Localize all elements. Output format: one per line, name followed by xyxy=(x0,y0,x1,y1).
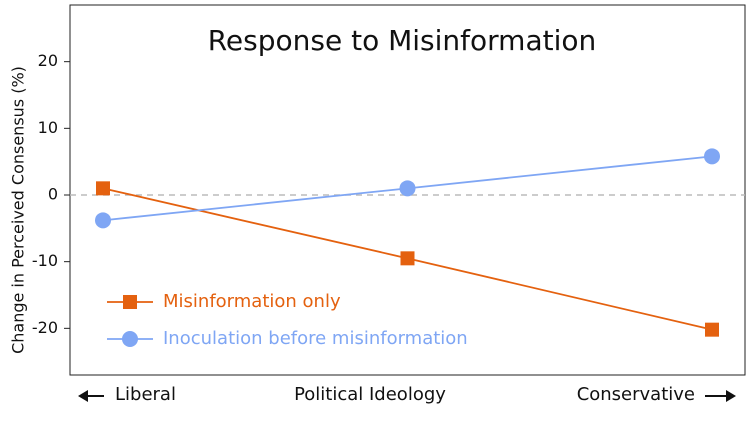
chart-title: Response to Misinformation xyxy=(208,24,597,57)
marker xyxy=(96,181,110,196)
x-axis-label: Political Ideology xyxy=(294,384,446,405)
y-tick-label: 10 xyxy=(38,118,58,137)
legend-marker xyxy=(122,331,138,347)
marker xyxy=(399,180,416,197)
legend-marker xyxy=(123,295,137,309)
y-tick-label: 20 xyxy=(38,51,58,70)
marker xyxy=(95,212,111,229)
marker xyxy=(704,148,720,165)
x-left-label: Liberal xyxy=(115,384,176,405)
marker xyxy=(400,251,415,266)
left-arrow xyxy=(78,390,104,402)
legend-label: Inoculation before misinformation xyxy=(163,328,468,349)
plot-frame xyxy=(69,4,746,376)
x-right-label: Conservative xyxy=(577,384,695,405)
right-arrow xyxy=(705,390,736,402)
marker xyxy=(705,322,719,337)
y-tick-label: -10 xyxy=(32,251,58,270)
y-axis-label: Change in Perceived Consensus (%) xyxy=(9,66,28,354)
y-tick-label: -20 xyxy=(32,318,58,337)
legend-label: Misinformation only xyxy=(163,291,341,312)
y-tick-label: 0 xyxy=(48,185,58,204)
